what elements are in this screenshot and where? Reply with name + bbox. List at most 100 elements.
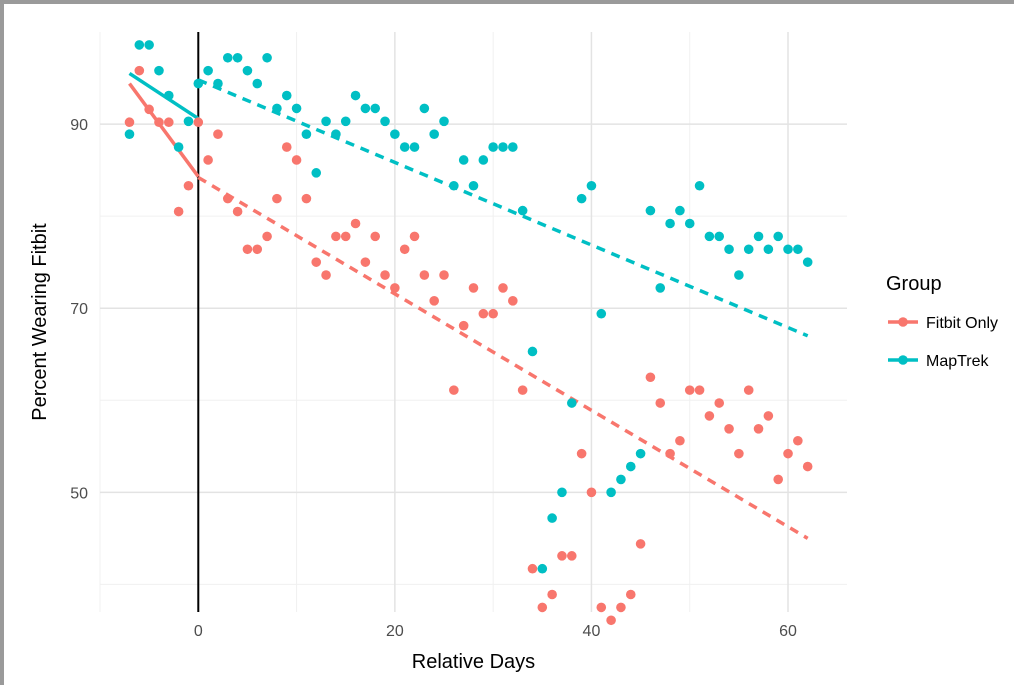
data-point-series-1: [783, 244, 793, 255]
data-point-series-1: [753, 231, 764, 242]
data-point-series-0: [783, 448, 793, 459]
grid-lines: [99, 32, 847, 612]
legend-label: Fitbit Only: [926, 315, 998, 332]
data-point-series-1: [763, 244, 774, 255]
trend-line-pre-1: [128, 71, 200, 121]
data-point-series-1: [144, 40, 154, 50]
data-point-series-1: [350, 90, 361, 101]
data-point-series-1: [272, 103, 282, 114]
trend-line-post-1: [197, 78, 809, 338]
data-point-series-0: [586, 487, 597, 498]
data-point-series-0: [409, 231, 420, 242]
y-tick-label: 90: [70, 117, 88, 134]
data-point-series-0: [291, 155, 302, 165]
legend: Group Fitbit Only MapTrek: [886, 273, 998, 370]
data-point-series-1: [704, 231, 715, 242]
data-point-series-1: [508, 142, 518, 152]
data-point-series-1: [625, 461, 636, 472]
trend-line-post-0: [197, 175, 809, 540]
data-point-series-0: [429, 296, 439, 306]
data-point-series-0: [458, 320, 469, 331]
data-point-series-0: [203, 155, 213, 165]
data-point-series-1: [232, 52, 243, 63]
data-point-series-1: [547, 513, 557, 523]
data-point-series-1: [635, 448, 646, 459]
data-point-series-0: [350, 218, 361, 229]
data-point-series-0: [645, 372, 656, 383]
data-point-series-1: [262, 52, 272, 63]
data-point-series-1: [537, 563, 548, 574]
y-tick-label: 50: [70, 485, 88, 502]
data-point-series-0: [360, 257, 371, 267]
data-point-series-1: [714, 231, 725, 242]
data-point-series-0: [665, 448, 675, 459]
data-point-series-1: [596, 308, 607, 319]
data-point-series-1: [665, 218, 675, 229]
data-point-series-0: [164, 117, 174, 128]
data-points: [124, 40, 813, 626]
data-point-series-0: [193, 117, 204, 128]
data-point-series-1: [458, 155, 469, 165]
data-point-series-0: [635, 539, 646, 549]
data-point-series-1: [193, 78, 204, 89]
data-point-series-0: [537, 602, 548, 613]
data-point-series-0: [380, 270, 390, 280]
data-point-series-1: [498, 142, 508, 152]
x-axis-title: Relative Days: [412, 651, 535, 673]
y-axis-title: Percent Wearing Fitbit: [29, 223, 51, 421]
data-point-series-0: [222, 193, 233, 204]
data-point-series-1: [252, 78, 263, 89]
data-point-series-0: [655, 398, 666, 408]
scatter-chart: 0 20 40 60 50 70 90 Relative Days Percent Wear…: [29, 32, 998, 673]
data-point-series-0: [508, 296, 518, 306]
data-point-series-0: [154, 117, 164, 128]
data-point-series-0: [124, 117, 135, 128]
data-point-series-0: [753, 423, 764, 434]
data-point-series-0: [468, 283, 479, 293]
data-point-series-0: [134, 65, 145, 76]
data-point-series-0: [684, 385, 695, 395]
data-point-series-1: [645, 205, 656, 216]
data-point-series-0: [606, 615, 616, 626]
data-point-series-0: [449, 385, 459, 395]
data-point-series-0: [331, 231, 341, 242]
data-point-series-1: [390, 129, 400, 139]
data-point-series-0: [566, 551, 577, 561]
data-point-series-1: [616, 474, 626, 485]
data-point-series-1: [173, 142, 184, 152]
data-point-series-1: [321, 116, 331, 127]
data-point-series-1: [242, 65, 253, 76]
data-point-series-1: [399, 142, 410, 152]
data-point-series-1: [734, 270, 744, 280]
data-point-series-0: [734, 448, 744, 459]
data-point-series-1: [370, 103, 381, 114]
data-point-series-1: [606, 487, 616, 498]
trend-line-pre-0: [128, 82, 200, 178]
data-point-series-0: [439, 270, 449, 280]
data-point-series-1: [360, 103, 371, 114]
data-point-series-0: [173, 206, 184, 217]
legend-title: Group: [886, 273, 942, 295]
data-point-series-1: [429, 129, 439, 139]
data-point-series-1: [773, 231, 783, 242]
data-point-series-1: [409, 142, 420, 152]
data-point-series-1: [134, 40, 145, 50]
data-point-series-1: [566, 398, 577, 408]
data-point-series-1: [793, 244, 803, 255]
data-point-series-1: [557, 487, 567, 498]
data-point-series-1: [213, 78, 223, 89]
data-point-series-0: [281, 142, 292, 152]
data-point-series-1: [802, 257, 813, 267]
data-point-series-1: [154, 65, 164, 76]
data-point-series-1: [331, 129, 341, 139]
data-point-series-0: [311, 257, 322, 267]
data-point-series-1: [576, 193, 587, 204]
data-point-series-0: [576, 448, 587, 459]
data-point-series-1: [684, 218, 695, 229]
data-point-series-1: [419, 103, 430, 114]
y-tick-label: 70: [70, 301, 88, 318]
data-point-series-0: [144, 104, 154, 115]
data-point-series-0: [340, 231, 351, 242]
data-point-series-1: [439, 116, 449, 127]
data-point-series-1: [468, 180, 479, 191]
